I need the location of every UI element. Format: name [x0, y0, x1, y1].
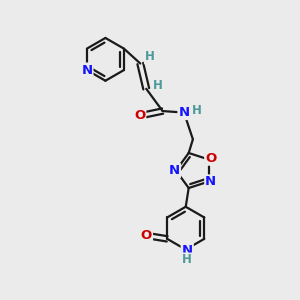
Text: H: H [191, 104, 201, 117]
Text: O: O [205, 152, 216, 165]
Text: H: H [145, 50, 155, 64]
Text: N: N [182, 244, 193, 257]
Text: N: N [169, 164, 180, 177]
Text: O: O [141, 230, 152, 242]
Text: N: N [178, 106, 190, 119]
Text: H: H [153, 79, 163, 92]
Text: O: O [134, 109, 145, 122]
Text: N: N [205, 176, 216, 188]
Text: H: H [182, 254, 192, 266]
Text: N: N [81, 64, 92, 76]
